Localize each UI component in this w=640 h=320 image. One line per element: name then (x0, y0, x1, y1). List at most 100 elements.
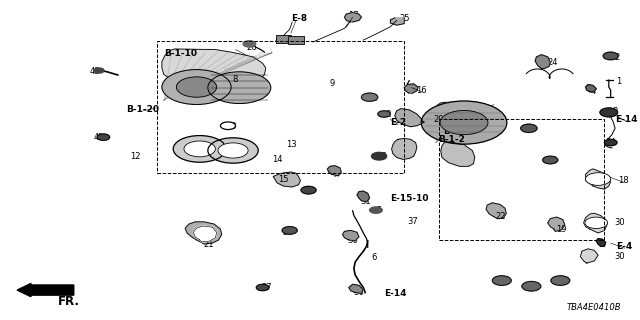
Text: 22: 22 (495, 212, 506, 221)
Polygon shape (586, 84, 596, 92)
Text: 30: 30 (614, 218, 625, 227)
Text: 42: 42 (382, 110, 392, 119)
Circle shape (440, 110, 488, 135)
Text: B-1-2: B-1-2 (438, 135, 465, 144)
Text: 39: 39 (303, 187, 314, 196)
Text: 36: 36 (353, 288, 364, 297)
Text: 13: 13 (285, 140, 296, 149)
Polygon shape (392, 139, 417, 159)
Text: 38: 38 (376, 152, 387, 161)
Circle shape (421, 101, 507, 144)
Text: 30: 30 (614, 252, 625, 261)
Bar (289, 36, 303, 44)
Text: 11: 11 (367, 94, 378, 103)
Text: 15: 15 (278, 174, 289, 184)
Text: 18: 18 (618, 176, 628, 185)
Polygon shape (486, 203, 506, 219)
Text: 26: 26 (246, 43, 257, 52)
Polygon shape (596, 239, 605, 246)
Polygon shape (580, 249, 598, 263)
Text: E-15-10: E-15-10 (390, 194, 429, 203)
Text: E-2: E-2 (390, 118, 406, 127)
Circle shape (301, 186, 316, 194)
Circle shape (600, 108, 618, 117)
Text: 43: 43 (89, 67, 100, 76)
Circle shape (177, 77, 217, 97)
Circle shape (378, 111, 390, 117)
Polygon shape (273, 172, 300, 187)
Circle shape (220, 122, 236, 130)
Circle shape (218, 143, 248, 158)
Text: B-1: B-1 (443, 127, 460, 136)
Text: 10: 10 (226, 122, 236, 131)
Text: 35: 35 (526, 282, 537, 292)
Circle shape (184, 141, 216, 157)
Polygon shape (548, 217, 564, 231)
Circle shape (586, 173, 611, 185)
Circle shape (97, 134, 109, 140)
Text: 8: 8 (233, 75, 238, 84)
Text: 12: 12 (130, 152, 141, 161)
Text: 29: 29 (497, 277, 507, 286)
Circle shape (370, 207, 382, 213)
Text: 1: 1 (616, 77, 621, 86)
Polygon shape (441, 142, 475, 166)
Text: 17: 17 (349, 11, 359, 20)
Text: B-1-10: B-1-10 (164, 49, 197, 58)
Polygon shape (395, 108, 424, 127)
Circle shape (492, 276, 511, 285)
Text: 14: 14 (272, 155, 282, 164)
Text: 5: 5 (376, 206, 381, 215)
Circle shape (551, 276, 570, 285)
Text: 27: 27 (282, 228, 293, 237)
Bar (157, 41, 404, 173)
Text: E-14: E-14 (384, 289, 406, 298)
Text: 34: 34 (605, 138, 616, 147)
Polygon shape (357, 191, 370, 202)
Text: 20: 20 (434, 115, 444, 124)
Text: 32: 32 (556, 277, 567, 286)
Polygon shape (344, 12, 362, 22)
Text: 41: 41 (93, 133, 104, 142)
Polygon shape (390, 18, 404, 25)
Circle shape (604, 140, 617, 146)
Text: 40: 40 (275, 36, 285, 44)
Polygon shape (586, 169, 611, 189)
Circle shape (208, 138, 258, 163)
Circle shape (94, 68, 104, 73)
Text: 37: 37 (408, 217, 419, 226)
Polygon shape (185, 222, 221, 244)
Polygon shape (342, 230, 359, 241)
Polygon shape (193, 226, 217, 242)
Polygon shape (404, 84, 418, 93)
Text: 36: 36 (348, 236, 358, 245)
Polygon shape (435, 102, 492, 142)
Circle shape (173, 136, 226, 162)
Text: 4: 4 (591, 87, 596, 96)
Text: 28: 28 (547, 156, 557, 165)
FancyArrow shape (17, 284, 74, 297)
Circle shape (585, 217, 607, 228)
Circle shape (603, 52, 618, 60)
Circle shape (362, 93, 378, 101)
Circle shape (162, 69, 231, 105)
Polygon shape (349, 284, 364, 293)
Circle shape (256, 284, 269, 291)
Text: 24: 24 (547, 58, 557, 67)
Polygon shape (535, 55, 550, 69)
Text: 33: 33 (523, 124, 534, 133)
Text: 21: 21 (204, 240, 214, 249)
Text: TBA4E0410B: TBA4E0410B (567, 303, 621, 312)
Circle shape (371, 152, 387, 160)
Text: 27: 27 (262, 283, 273, 292)
Bar (276, 35, 291, 43)
Circle shape (243, 41, 256, 47)
Circle shape (522, 282, 541, 291)
Text: B-1-20: B-1-20 (127, 105, 159, 114)
Text: 19: 19 (556, 225, 567, 234)
Text: 7: 7 (332, 170, 338, 179)
Text: 9: 9 (329, 79, 335, 88)
Circle shape (282, 227, 297, 234)
Text: 16: 16 (417, 86, 427, 95)
Circle shape (543, 156, 558, 164)
